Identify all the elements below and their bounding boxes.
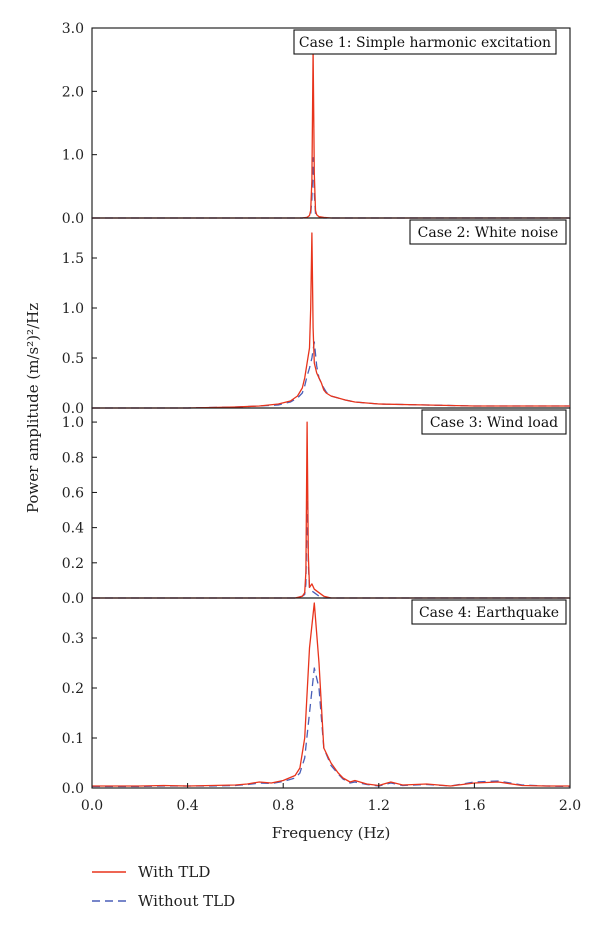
panel-2-ytick-label: 0.5	[62, 351, 84, 367]
x-tick-label: 0.0	[81, 798, 103, 814]
panel-1-ytick-label: 3.0	[62, 21, 84, 37]
panel-3-label: Case 3: Wind load	[430, 415, 558, 431]
panel-4-frame	[91, 597, 571, 789]
panel-2: 0.0 0.5 1.0 1.5 Case 2: White noise	[62, 217, 571, 417]
panel-2-frame	[91, 217, 571, 409]
panel-4-ytick-label: 0.1	[62, 731, 84, 747]
panel-2-label: Case 2: White noise	[418, 225, 559, 241]
panel-3-label-box	[421, 409, 567, 435]
panel-1-series-with-tld	[92, 49, 570, 219]
legend-label-without-tld: Without TLD	[138, 892, 235, 910]
panel-3-series-without-tld	[92, 491, 570, 599]
panel-4-label: Case 4: Earthquake	[419, 605, 559, 621]
legend: With TLD Without TLD	[92, 863, 235, 910]
panel-4-ytick-label: 0.2	[62, 681, 84, 697]
panel-4-ytick-label: 0.3	[62, 631, 84, 647]
x-tick-label: 2.0	[559, 798, 581, 814]
panel-3-ytick-label: 0.4	[62, 521, 84, 537]
legend-label-with-tld: With TLD	[138, 863, 210, 881]
panel-4-label-box	[411, 599, 567, 625]
panel-3-ytick-label: 0.6	[62, 485, 84, 501]
panel-4-series-with-tld	[92, 602, 570, 787]
panel-1-ytick-label: 2.0	[62, 84, 84, 100]
panel-4: 0.0 0.1 0.2 0.3 Case 4: Earthquake	[62, 597, 571, 797]
panel-1-frame	[91, 27, 571, 219]
panel-3-series-with-tld	[92, 421, 570, 599]
x-tick-label: 1.6	[463, 798, 485, 814]
panel-2-ytick-label: 1.5	[62, 251, 84, 267]
panel-1-series-without-tld	[92, 157, 570, 219]
x-tick-label: 1.2	[368, 798, 390, 814]
x-axis-label: Frequency (Hz)	[272, 824, 391, 842]
panel-3-frame	[91, 407, 571, 599]
panel-4-series-without-tld	[92, 667, 571, 788]
x-tick-label: 0.8	[272, 798, 294, 814]
panel-2-ytick-label: 0.0	[62, 401, 84, 417]
panel-4-ytick-label: 0.0	[62, 781, 84, 797]
panel-3-ytick-label: 0.8	[62, 450, 84, 466]
panel-3-ytick-label: 0.0	[62, 591, 84, 607]
panel-2-series-without-tld	[92, 341, 570, 409]
panel-2-ytick-label: 1.0	[62, 301, 84, 317]
panel-2-label-box	[409, 219, 567, 245]
x-axis: 0.0 0.4 0.8 1.2 1.6 2.0	[81, 783, 581, 814]
x-tick-label: 0.4	[176, 798, 198, 814]
panel-3: 0.0 0.2 0.4 0.6 0.8 1.0 Case 3: Wind load	[62, 407, 571, 607]
panel-1-ytick-label: 0.0	[62, 211, 84, 227]
panel-3-ytick-label: 0.2	[62, 556, 84, 572]
panel-1-label-box	[293, 29, 557, 55]
panel-1-label: Case 1: Simple harmonic excitation	[299, 35, 551, 51]
y-axis-label: Power amplitude (m/s²)²/Hz	[24, 303, 42, 513]
panel-2-series-with-tld	[92, 232, 570, 409]
panel-1: 0.0 1.0 2.0 3.0 Case 1: Simple harmonic exci…	[62, 21, 571, 227]
panel-3-ytick-label: 1.0	[62, 415, 84, 431]
panel-1-ytick-label: 1.0	[62, 148, 84, 164]
